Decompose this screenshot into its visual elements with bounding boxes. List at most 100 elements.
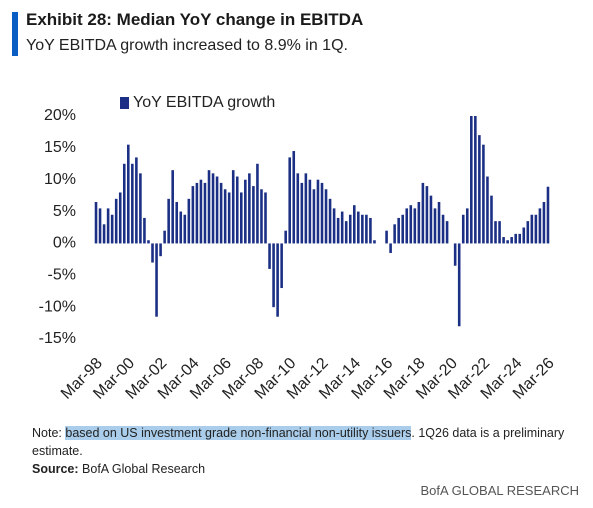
note: Note: based on US investment grade non-f… — [32, 424, 577, 460]
bar — [441, 214, 445, 244]
bar — [546, 186, 550, 244]
bar — [187, 198, 191, 244]
bar — [429, 195, 433, 244]
bar — [409, 205, 413, 244]
y-tick-label: -10% — [39, 298, 76, 315]
bar — [316, 179, 320, 244]
bar — [223, 189, 227, 244]
bar — [478, 135, 481, 244]
bar — [514, 233, 517, 244]
bar — [183, 214, 187, 244]
bar — [244, 179, 247, 244]
bar — [118, 192, 122, 244]
bar — [320, 182, 324, 244]
bar — [344, 221, 348, 244]
bar — [304, 173, 308, 244]
bar — [175, 202, 179, 244]
bar — [219, 182, 223, 244]
bar — [417, 202, 421, 244]
bar — [151, 243, 154, 263]
bar — [207, 170, 211, 244]
bar — [284, 230, 287, 244]
bar — [389, 243, 392, 253]
bar — [276, 243, 279, 317]
bar — [211, 173, 215, 244]
source-label: Source: — [32, 462, 79, 476]
bar — [361, 214, 364, 244]
source-text: BofA Global Research — [82, 462, 206, 476]
bar — [296, 173, 300, 244]
bar — [421, 182, 425, 244]
bar — [167, 198, 170, 244]
bar — [135, 157, 138, 244]
bar — [227, 192, 231, 244]
bar — [486, 176, 489, 244]
bar — [288, 157, 292, 244]
bar — [494, 221, 497, 244]
chart-title: Exhibit 28: Median YoY change in EBITDA — [26, 10, 364, 29]
bar — [348, 214, 352, 244]
y-tick-label: -5% — [48, 267, 76, 284]
bar — [106, 208, 110, 244]
bar — [538, 208, 542, 244]
note-highlight: based on US investment grade non-financi… — [65, 426, 412, 440]
chart-subtitle: YoY EBITDA growth increased to 8.9% in 1… — [26, 37, 348, 54]
bar — [453, 243, 457, 266]
bar — [461, 214, 465, 244]
bar — [490, 195, 493, 244]
legend-label: YoY EBITDA growth — [133, 94, 275, 111]
bar — [268, 243, 271, 269]
bar — [155, 243, 158, 317]
bar — [534, 214, 538, 244]
bar — [143, 217, 146, 244]
bar — [231, 170, 235, 244]
y-tick-label: -15% — [39, 330, 76, 347]
bar — [482, 144, 485, 244]
bar — [397, 217, 400, 244]
bar — [308, 179, 312, 244]
bar — [522, 227, 526, 244]
bar — [203, 182, 207, 244]
brand: BofA GLOBAL RESEARCH — [420, 483, 579, 498]
bar — [280, 243, 283, 289]
bar — [215, 176, 219, 244]
source: Source: BofA Global Research — [32, 462, 205, 476]
note-rest: . 1Q26 data is a preliminary estimate. — [32, 426, 565, 458]
bar — [470, 116, 473, 244]
bar — [425, 186, 429, 244]
bar — [191, 186, 195, 244]
bar — [437, 202, 441, 244]
bar — [98, 208, 102, 244]
bar — [94, 202, 98, 244]
bar — [102, 224, 106, 244]
bar — [171, 170, 174, 244]
bar — [312, 189, 316, 244]
bar — [405, 208, 409, 244]
bar — [240, 192, 243, 244]
bar — [474, 116, 477, 244]
bar — [264, 192, 267, 244]
bar — [393, 224, 396, 244]
bar — [110, 214, 114, 244]
bar — [256, 163, 259, 244]
bar — [114, 198, 118, 244]
bar — [127, 144, 130, 244]
note-prefix: Note: — [32, 426, 62, 440]
title-accent — [12, 12, 18, 56]
bar — [260, 189, 263, 244]
bar — [385, 230, 388, 244]
y-tick-label: 15% — [44, 139, 76, 156]
bar — [248, 173, 251, 244]
bar — [292, 151, 296, 244]
y-tick-label: 0% — [53, 235, 76, 252]
bar — [272, 243, 275, 308]
bar — [413, 208, 417, 244]
bar — [122, 163, 126, 244]
bar — [179, 211, 183, 244]
chart: YoY EBITDA growth 20% 15% 10% 5% 0% -5% -10% -1… — [39, 94, 558, 402]
bar — [328, 198, 332, 244]
bar — [163, 230, 166, 244]
y-tick-label: 5% — [53, 203, 76, 220]
legend-swatch — [120, 97, 129, 109]
